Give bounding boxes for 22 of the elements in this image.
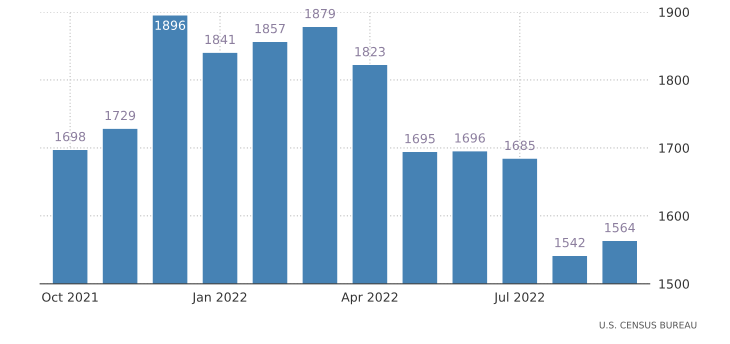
data-label: 1698 xyxy=(56,132,86,142)
data-label: 1896 xyxy=(156,20,186,30)
data-label: 1696 xyxy=(455,133,485,143)
y-tick-label: 1500 xyxy=(659,279,690,289)
data-label: 1879 xyxy=(305,8,335,18)
data-label: 1729 xyxy=(106,110,136,120)
y-tick-label: 1800 xyxy=(659,75,690,85)
data-label: 1685 xyxy=(505,140,535,150)
data-label: 1857 xyxy=(255,24,285,34)
x-tick-label: Jul 2022 xyxy=(494,292,544,304)
text: U.S. CENSUS BUREAU xyxy=(600,322,696,328)
y-tick-label: 1900 xyxy=(659,8,690,17)
y-tick-label: 1700 xyxy=(659,143,690,153)
data-label: 1841 xyxy=(205,34,235,44)
x-tick-label: Oct 2021 xyxy=(42,292,98,302)
data-label: 1542 xyxy=(555,238,584,248)
y-tick-label: 1600 xyxy=(659,211,690,221)
x-tick-label: Apr 2022 xyxy=(341,292,398,304)
data-label: 1695 xyxy=(405,134,435,144)
data-label: 1823 xyxy=(355,46,385,56)
data-label: 1564 xyxy=(605,222,635,232)
x-tick-label: Jan 2022 xyxy=(192,292,246,304)
